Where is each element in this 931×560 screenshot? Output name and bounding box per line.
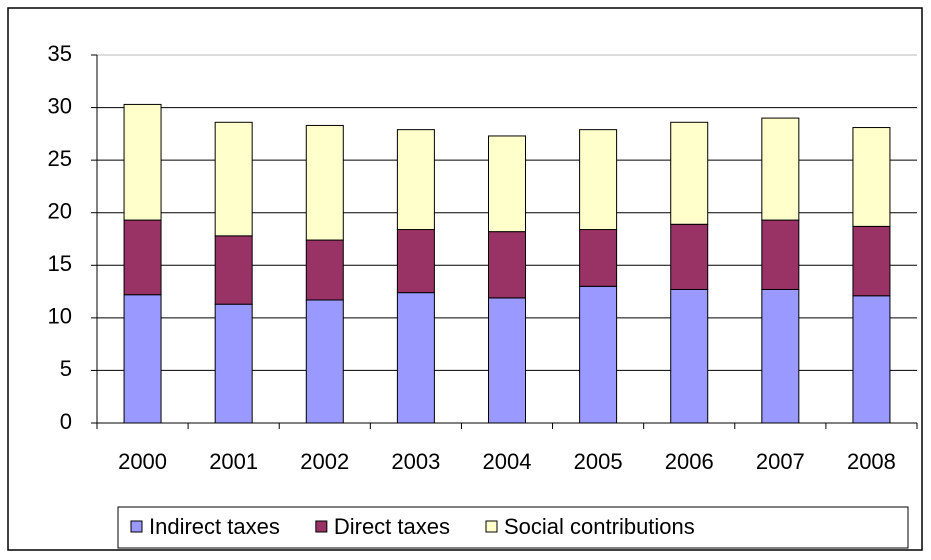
bar-segment [305,124,344,241]
bar-segment [396,129,435,231]
legend-label: Indirect taxes [149,514,280,539]
bar-segment [214,235,253,305]
bar-segment [579,129,618,231]
bar-segment [123,103,162,221]
bar-segment [488,231,526,299]
bar-segment [123,219,162,296]
bar-segment [488,135,526,233]
legend-swatch [315,520,328,533]
bar-segment [396,229,435,294]
bar-segment [761,117,800,221]
legend-swatch [130,520,143,533]
bar-segment [761,288,800,424]
bar-segment [214,121,253,237]
bar-segment [761,219,800,290]
x-tick-label: 2007 [756,449,805,474]
x-tick-label: 2003 [391,449,440,474]
y-tick-label: 5 [60,356,72,381]
bar-segment [670,121,709,225]
x-tick-label: 2008 [847,449,896,474]
bar-segment [579,285,618,424]
x-tick-label: 2006 [665,449,714,474]
legend-swatch [485,520,498,533]
bar-segment [579,229,618,287]
x-tick-label: 2002 [300,449,349,474]
x-tick-label: 2005 [574,449,623,474]
bar-segment [123,294,162,424]
y-tick-label: 0 [60,409,72,434]
bar-segment [852,127,891,227]
bar-segment [214,303,253,424]
y-tick-label: 10 [48,304,72,329]
x-tick-label: 2000 [118,449,167,474]
legend-label: Direct taxes [334,514,450,539]
bar-segment [852,295,891,424]
legend-box [117,506,909,549]
bar-segment [670,223,709,290]
x-tick-label: 2001 [209,449,258,474]
y-tick-label: 35 [48,41,72,66]
x-tick-label: 2004 [483,449,532,474]
y-tick-label: 25 [48,146,72,171]
bar-segment [488,297,526,424]
legend-label: Social contributions [504,514,695,539]
y-tick-label: 20 [48,199,72,224]
bar-segment [670,288,709,424]
y-tick-label: 15 [48,251,72,276]
y-tick-label: 30 [48,93,72,118]
bar-segment [305,239,344,301]
bar-segment [396,292,435,424]
bar-segment [852,225,891,297]
bar-segment [305,299,344,424]
